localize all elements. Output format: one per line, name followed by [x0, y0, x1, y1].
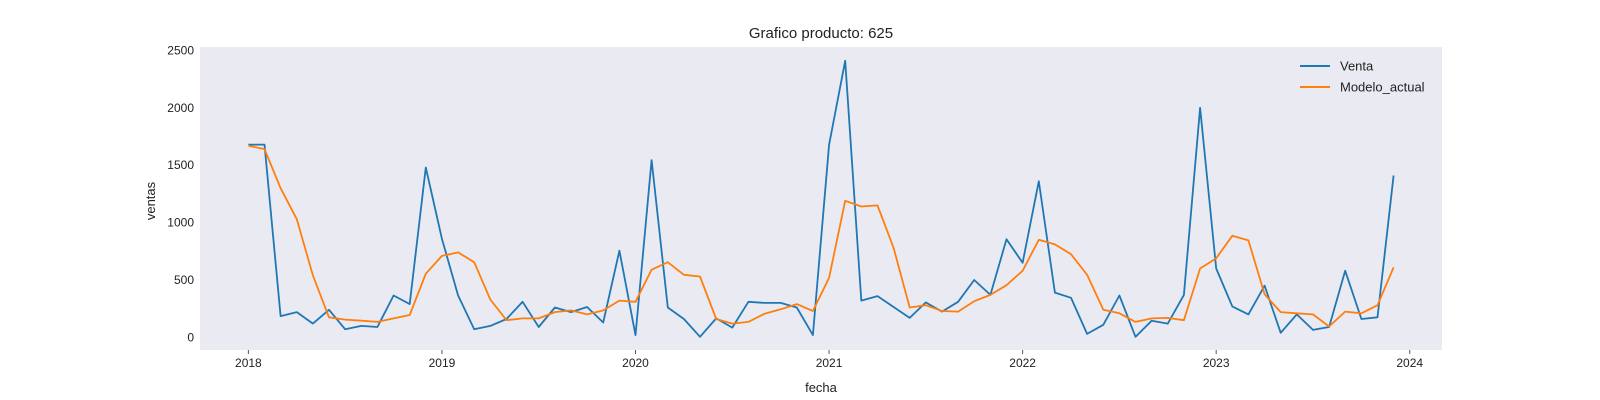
x-tick-label: 2023: [1203, 356, 1230, 370]
x-tick-label: 2022: [1009, 356, 1036, 370]
x-axis-label: fecha: [805, 380, 838, 395]
x-axis-ticks: 2018 2019 2020 2021 2022 2023 2024: [235, 350, 1423, 370]
legend-label: Venta: [1340, 59, 1374, 74]
plot-area: [200, 47, 1442, 350]
x-tick-label: 2024: [1396, 356, 1423, 370]
legend-label: Modelo_actual: [1340, 80, 1425, 95]
x-tick-label: 2018: [235, 356, 262, 370]
legend: Venta Modelo_actual: [1300, 59, 1425, 95]
series-line-modelo-actual: [248, 144, 1395, 328]
x-tick-label: 2020: [622, 356, 649, 370]
y-tick-label: 1500: [167, 158, 194, 172]
y-tick-label: 0: [187, 330, 194, 344]
y-tick-label: 2500: [167, 43, 194, 57]
y-axis-label: ventas: [143, 181, 158, 220]
y-tick-label: 2000: [167, 101, 194, 115]
series-line-venta: [248, 59, 1395, 338]
y-tick-label: 1000: [167, 216, 194, 230]
series-lines: [248, 59, 1395, 338]
y-tick-label: 500: [174, 273, 194, 287]
x-tick-label: 2019: [429, 356, 456, 370]
chart-title: Grafico producto: 625: [749, 25, 893, 42]
y-axis-ticks: 0 500 1000 1500 2000 2500: [167, 43, 194, 344]
x-tick-label: 2021: [816, 356, 843, 370]
